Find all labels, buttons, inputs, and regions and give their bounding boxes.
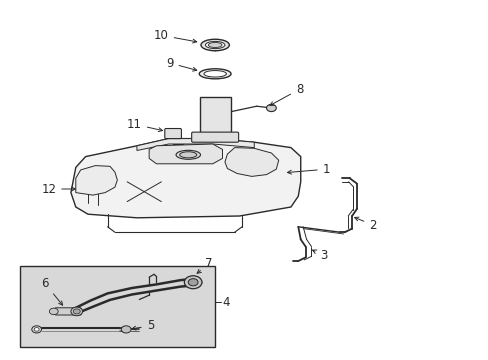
Text: 2: 2 [354,217,376,231]
FancyBboxPatch shape [199,97,231,133]
Ellipse shape [180,152,196,158]
Polygon shape [76,166,117,195]
Circle shape [73,309,80,314]
Circle shape [32,326,41,333]
Circle shape [34,328,39,331]
Text: 6: 6 [41,277,62,305]
FancyBboxPatch shape [191,132,238,142]
Text: 8: 8 [269,83,303,105]
FancyBboxPatch shape [20,266,215,347]
Text: 4: 4 [222,296,229,309]
Text: 3: 3 [312,249,327,262]
Circle shape [49,308,58,315]
Polygon shape [137,139,254,150]
Text: 10: 10 [154,29,196,43]
Polygon shape [71,139,300,218]
Polygon shape [149,144,222,164]
Ellipse shape [176,150,200,159]
FancyBboxPatch shape [164,129,181,139]
Text: 5: 5 [132,319,154,332]
Circle shape [184,276,202,289]
Text: 7: 7 [197,257,212,273]
Text: 9: 9 [166,57,196,71]
Text: 11: 11 [126,118,162,132]
Circle shape [71,307,82,316]
Polygon shape [224,148,278,176]
Ellipse shape [203,71,226,77]
Ellipse shape [201,39,229,51]
Text: 1: 1 [287,163,329,176]
FancyBboxPatch shape [55,308,81,315]
Ellipse shape [208,42,222,48]
Text: 12: 12 [41,183,75,195]
Ellipse shape [205,41,224,49]
Circle shape [121,326,131,333]
Circle shape [188,279,198,286]
Ellipse shape [199,69,230,79]
Circle shape [266,104,276,112]
